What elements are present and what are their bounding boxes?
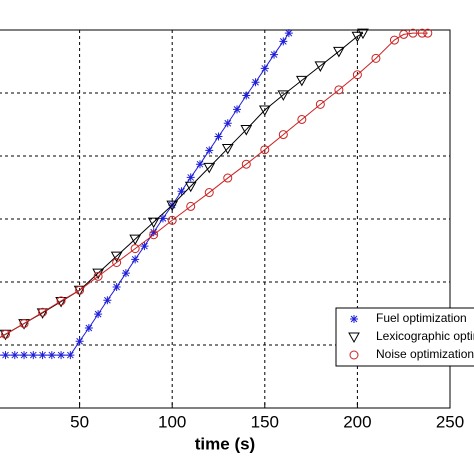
point (38, 351, 47, 360)
point (166, 200, 179, 212)
point (20, 351, 29, 360)
point (186, 173, 195, 182)
legend-label: Lexicographic optimization (376, 329, 474, 343)
point (110, 251, 123, 263)
x-axis-label: time (s) (195, 434, 255, 453)
point (140, 242, 149, 251)
point (147, 217, 160, 229)
point (223, 173, 233, 183)
point (389, 35, 399, 45)
point (75, 337, 84, 346)
point (75, 285, 85, 295)
point (103, 296, 112, 305)
x-tick-label: 50 (70, 412, 89, 431)
legend-label: Fuel optimization (376, 311, 467, 325)
point (167, 215, 177, 225)
point (84, 323, 93, 332)
point (352, 70, 362, 80)
legend-marker (350, 315, 358, 323)
point (10, 351, 19, 360)
point (399, 29, 409, 39)
point (204, 188, 214, 198)
point (357, 28, 369, 40)
point (131, 255, 140, 264)
point (38, 307, 48, 317)
point (149, 228, 158, 237)
point (251, 78, 260, 87)
point (258, 105, 271, 117)
point (186, 201, 196, 211)
point (297, 114, 307, 124)
legend-marker (349, 350, 359, 360)
plot-frame (0, 29, 451, 409)
point (223, 119, 232, 128)
point (121, 269, 130, 278)
point (314, 61, 327, 72)
point (92, 268, 104, 280)
point (351, 31, 364, 43)
point (19, 319, 29, 329)
point (203, 162, 216, 174)
point (371, 53, 381, 63)
point (56, 296, 66, 306)
point (184, 181, 197, 193)
point (112, 283, 121, 292)
x-tick-label: 150 (251, 412, 279, 431)
point (29, 351, 38, 360)
point (408, 28, 418, 38)
point (1, 351, 10, 360)
point (423, 28, 433, 38)
point (241, 159, 251, 169)
point (214, 132, 223, 141)
x-tick-label: 200 (343, 412, 371, 431)
point (284, 29, 293, 38)
point (66, 351, 75, 360)
point (129, 234, 142, 246)
point (315, 99, 325, 109)
point (158, 214, 167, 223)
legend-box (335, 307, 474, 367)
point (417, 28, 427, 38)
point (57, 351, 66, 360)
point (94, 310, 103, 319)
point (112, 257, 122, 267)
x-tick-label: 250 (436, 412, 464, 431)
point (233, 105, 242, 114)
series-line (0, 32, 428, 339)
point (1, 329, 11, 339)
point (93, 271, 103, 281)
series-line (0, 32, 364, 339)
point (205, 146, 214, 155)
point (334, 85, 344, 95)
point (47, 351, 56, 360)
point (149, 230, 159, 240)
point (333, 46, 345, 58)
point (130, 244, 140, 254)
point (279, 37, 288, 46)
legend-marker (348, 332, 360, 344)
point (295, 75, 308, 87)
point (242, 91, 251, 100)
point (278, 130, 288, 140)
point (240, 125, 253, 136)
point (260, 145, 270, 155)
point (195, 160, 204, 169)
x-tick-label: 100 (158, 412, 186, 431)
point (260, 64, 269, 73)
point (270, 50, 279, 59)
legend-label: Noise optimization (376, 347, 474, 361)
point (277, 90, 290, 101)
series-line (0, 32, 290, 356)
point (177, 187, 186, 196)
point (221, 143, 234, 155)
